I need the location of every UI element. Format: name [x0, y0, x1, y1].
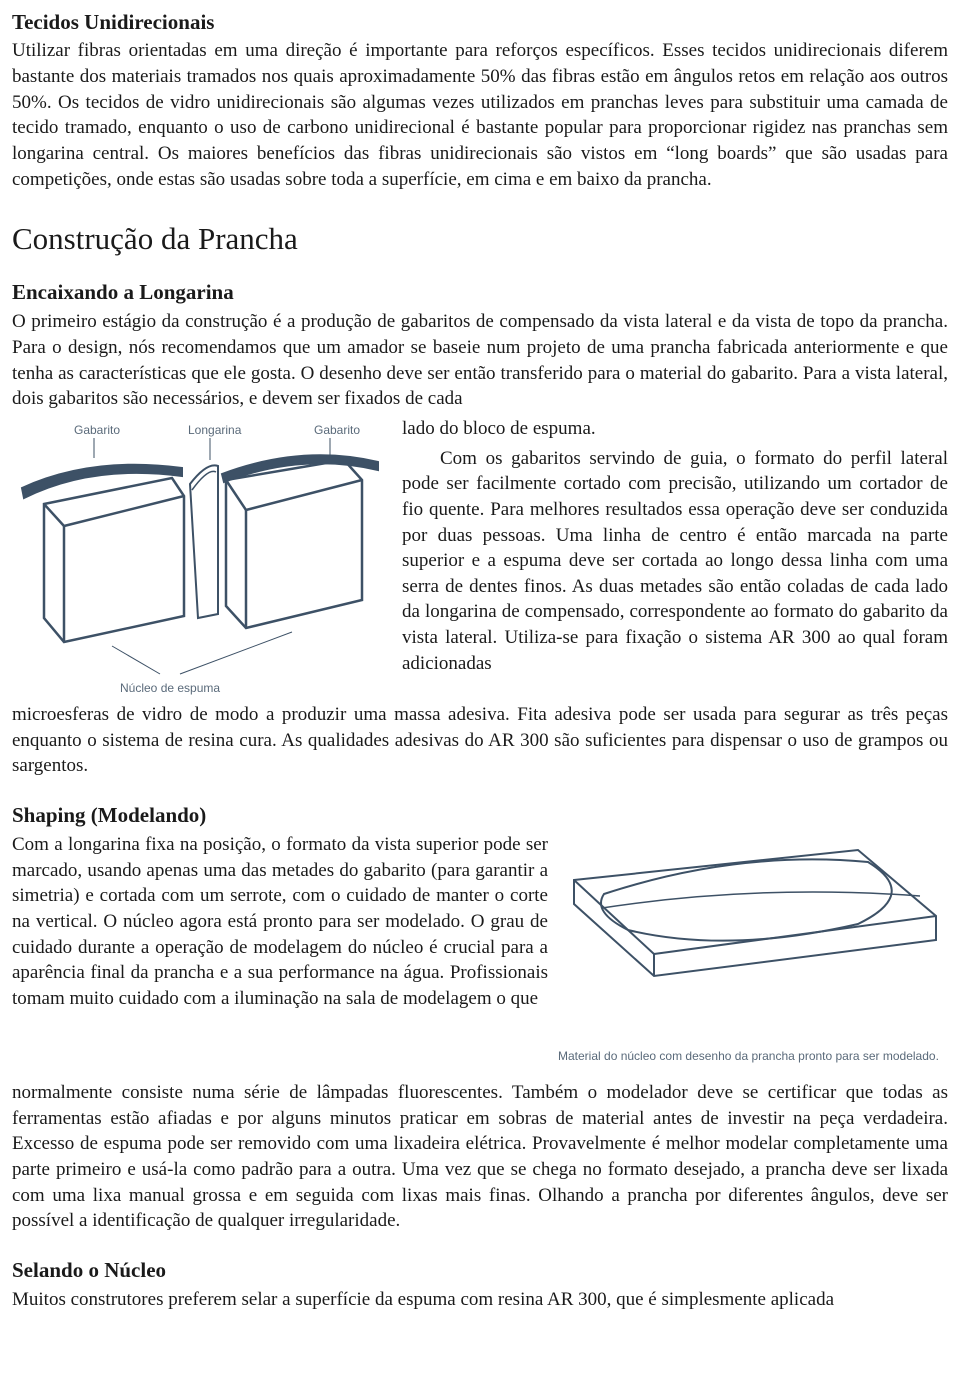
- section-shaping: Shaping (Modelando) Material do núcleo c…: [12, 801, 948, 1238]
- section-encaixando: Encaixando a Longarina O primeiro estági…: [12, 278, 948, 783]
- section-selando: Selando o Núcleo Muitos construtores pre…: [12, 1256, 948, 1313]
- diagram1-label-longarina: Longarina: [188, 423, 242, 437]
- heading-encaixando: Encaixando a Longarina: [12, 278, 948, 306]
- diagram1-label-nucleo: Núcleo de espuma: [120, 681, 220, 695]
- diagram-nucleo-prancha: Material do núcleo com desenho da pranch…: [558, 836, 948, 1076]
- diagram-gabarito-longarina: Gabarito Longarina Gabarito: [12, 418, 392, 698]
- diagram1-label-gabarito-left: Gabarito: [74, 423, 120, 437]
- diagram1-label-gabarito-right: Gabarito: [314, 423, 360, 437]
- paragraph-encaixando-4: microesferas de vidro de modo a produzir…: [12, 702, 948, 779]
- heading-selando: Selando o Núcleo: [12, 1256, 948, 1284]
- heading-shaping: Shaping (Modelando): [12, 801, 948, 829]
- heading-construcao: Construção da Prancha: [12, 218, 948, 260]
- paragraph-tecidos: Utilizar fibras orientadas em uma direçã…: [12, 38, 948, 192]
- diagram2-caption: Material do núcleo com desenho da pranch…: [558, 1049, 948, 1065]
- section-tecidos: Tecidos Unidirecionais Utilizar fibras o…: [12, 8, 948, 192]
- paragraph-selando: Muitos construtores preferem selar a sup…: [12, 1287, 948, 1313]
- paragraph-encaixando-1: O primeiro estágio da construção é a pro…: [12, 309, 948, 412]
- paragraph-shaping-2: normalmente consiste numa série de lâmpa…: [12, 1080, 948, 1234]
- heading-tecidos: Tecidos Unidirecionais: [12, 8, 948, 36]
